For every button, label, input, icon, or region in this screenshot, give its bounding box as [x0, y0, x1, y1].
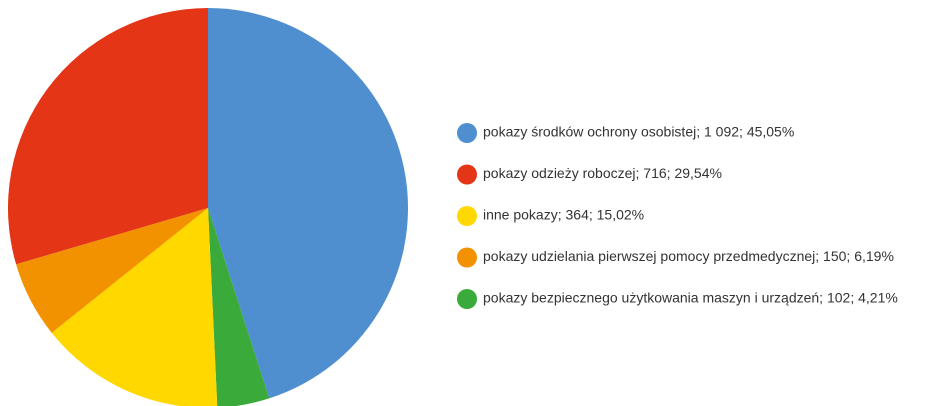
legend-marker: [457, 247, 477, 268]
legend-label: pokazy bezpiecznego użytkowania maszyn i…: [483, 290, 898, 306]
legend-marker: [457, 206, 477, 226]
pie-slice: [208, 8, 409, 399]
legend-label: inne pokazy; 364; 15,02%: [483, 207, 644, 223]
pie-slice: [7, 8, 209, 265]
legend-marker: [457, 289, 477, 309]
pie-slice: [208, 208, 270, 406]
pie-slice: [16, 208, 208, 333]
pie-slice: [51, 208, 218, 406]
legend-label: pokazy środków ochrony osobistej; 1 092;…: [483, 124, 794, 140]
legend-label: pokazy odzieży roboczej; 716; 29,54%: [483, 165, 722, 181]
legend-label: pokazy udzielania pierwszej pomocy przed…: [483, 248, 894, 264]
legend-marker: [457, 123, 477, 143]
legend-marker: [457, 164, 477, 185]
